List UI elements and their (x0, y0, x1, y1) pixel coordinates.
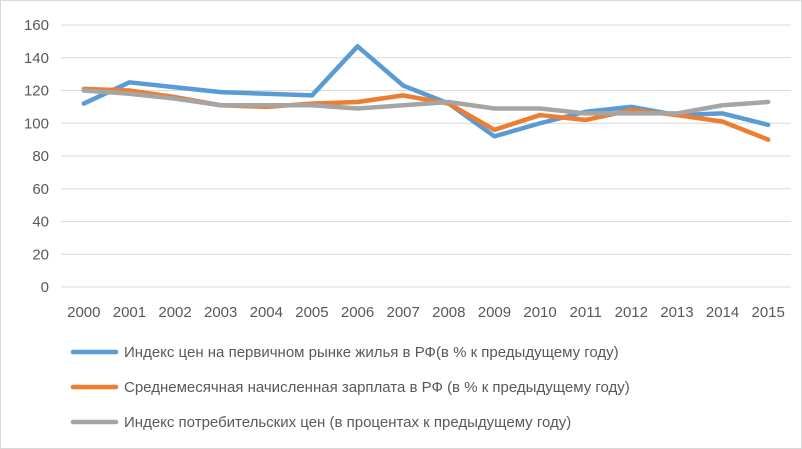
x-tick-label: 2010 (523, 304, 556, 321)
series-lines (81, 44, 771, 142)
gridlines (61, 24, 791, 288)
x-tick-label: 2000 (67, 304, 100, 321)
y-tick-label: 100 (24, 115, 49, 132)
y-tick-label: 120 (24, 83, 49, 100)
x-tick-label: 2006 (341, 304, 374, 321)
y-tick-label: 80 (32, 148, 49, 165)
series-line-2 (81, 88, 771, 116)
x-tick-label: 2002 (158, 304, 191, 321)
y-tick-label: 0 (41, 279, 49, 296)
y-tick-label: 160 (24, 17, 49, 34)
y-tick-label: 60 (32, 181, 49, 198)
x-tick-label: 2009 (478, 304, 511, 321)
x-tick-label: 2001 (113, 304, 146, 321)
y-tick-label: 20 (32, 246, 49, 263)
x-axis-ticks: 2000 2001 2002 2003 2004 2005 2006 2007 2008 2009… (67, 304, 785, 321)
x-tick-label: 2004 (250, 304, 283, 321)
legend-label-0: Индекс цен на первичном рынке жилья в РФ… (124, 344, 619, 361)
y-axis-ticks: 0 20 40 60 80 100 120 140 160 (24, 17, 49, 296)
x-tick-label: 2014 (706, 304, 739, 321)
legend-label-2: Индекс потребительских цен (в процентах … (124, 414, 571, 431)
y-tick-label: 140 (24, 50, 49, 67)
x-tick-label: 2005 (295, 304, 328, 321)
x-tick-label: 2007 (387, 304, 420, 321)
legend: Индекс цен на первичном рынке жилья в РФ… (70, 344, 630, 431)
legend-label-1: Среднемесячная начисленная зарплата в РФ… (124, 379, 630, 396)
x-tick-label: 2008 (432, 304, 465, 321)
x-tick-label: 2015 (752, 304, 785, 321)
x-tick-label: 2011 (570, 304, 602, 321)
x-tick-label: 2012 (615, 304, 648, 321)
x-tick-label: 2003 (204, 304, 237, 321)
y-tick-label: 40 (32, 214, 49, 231)
x-tick-label: 2013 (660, 304, 693, 321)
